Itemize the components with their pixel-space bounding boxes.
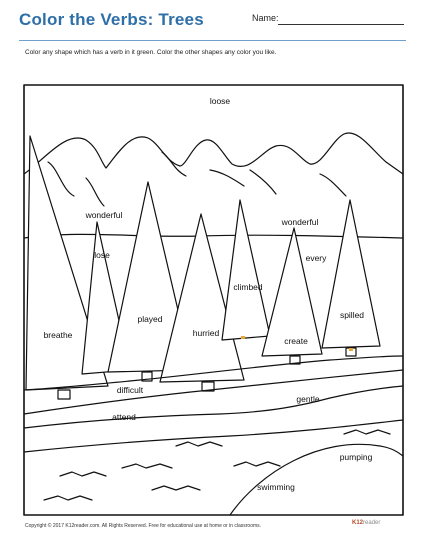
grass-tuft [121, 463, 173, 469]
worksheet-header: Color the Verbs: Trees Name: [0, 0, 425, 44]
word-tree-1: breathe [44, 330, 73, 340]
word-sky-right: every [306, 253, 328, 263]
tree-5 [221, 199, 271, 341]
grass-tuft [343, 429, 391, 435]
word-field-2: swimming [257, 482, 295, 492]
copyright-footer: Copyright © 2017 K12reader.com. All Righ… [25, 523, 262, 529]
word-tree-4: hurried [193, 328, 220, 338]
grass-tuft [59, 471, 107, 477]
word-ground-1: difficult [117, 385, 144, 395]
word-path: attend [112, 412, 136, 422]
path-lower-edge [23, 385, 404, 429]
word-tree-6: create [284, 336, 308, 346]
grass-tuft [43, 495, 93, 501]
instructions-text: Color any shape which has a verb in it g… [25, 49, 277, 56]
grass-tuft [233, 461, 281, 467]
word-tree-1-top: wonderful [85, 210, 123, 220]
word-tree-2: lose [94, 250, 110, 260]
tree-3-trunk [141, 371, 153, 382]
tree-6 [261, 227, 323, 357]
k12reader-logo: K12reader [352, 520, 380, 526]
mountain-crease [161, 151, 187, 177]
name-label: Name: [252, 13, 279, 23]
word-ground-2: gentle [296, 394, 319, 404]
mountain-crease [319, 173, 347, 197]
tree-4-trunk [201, 381, 215, 392]
leaf-mark [349, 348, 353, 351]
word-tree-6-top: wonderful [281, 217, 319, 227]
tree-6-trunk [289, 355, 301, 365]
mountain-crease [249, 169, 277, 195]
tree-3 [107, 181, 193, 373]
hill-arc [229, 443, 404, 516]
mountain-ridge [23, 132, 404, 175]
word-tree-7: spilled [340, 310, 364, 320]
mountain-crease [209, 169, 245, 187]
header-divider [19, 40, 406, 41]
leaf-mark [241, 336, 245, 339]
word-field-1: pumping [340, 452, 373, 462]
ground-line-1 [23, 355, 404, 391]
path-upper-edge [23, 369, 404, 415]
mountain-crease [47, 161, 75, 197]
tree-7 [321, 199, 381, 349]
word-tree-5: climbed [233, 282, 263, 292]
word-sky: loose [210, 96, 231, 106]
logo-mark: K12 [352, 520, 364, 526]
grass-tuft [151, 485, 201, 491]
field-boundary [23, 419, 404, 453]
grass-tuft [175, 441, 223, 447]
tree-1-trunk [57, 389, 71, 400]
logo-text: reader [363, 520, 381, 526]
word-tree-3: played [137, 314, 162, 324]
worksheet-title: Color the Verbs: Trees [19, 10, 204, 29]
mountain-crease [85, 177, 105, 207]
name-field-line [278, 24, 404, 25]
